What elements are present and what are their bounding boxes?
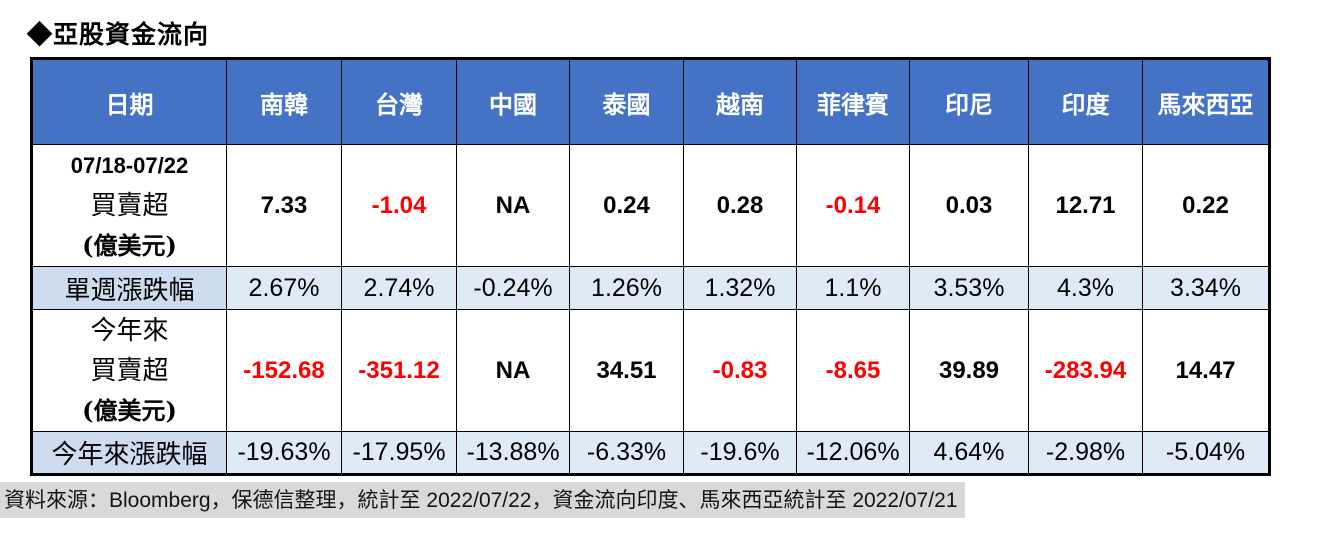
row-ytd-net-flow: 今年來 買賣超 (億美元) -152.68 -351.12 NA 34.51 -… [31,309,1270,432]
table-cell: -2.98% [1028,431,1143,475]
asia-fund-flow-table: 日期 南韓 台灣 中國 泰國 越南 菲律賓 印尼 印度 馬來西亞 07/18-0… [30,57,1271,476]
table-cell: -283.94 [1028,309,1143,432]
col-header-taiwan: 台灣 [341,58,457,145]
col-header-philippines: 菲律賓 [796,58,910,145]
col-header-malaysia: 馬來西亞 [1142,58,1270,145]
table-cell: -19.63% [226,431,342,475]
table-cell: 39.89 [909,309,1029,432]
table-cell: 0.28 [683,144,797,267]
col-header-india: 印度 [1028,58,1143,145]
table-cell: -1.04 [341,144,457,267]
table-cell: 4.3% [1028,266,1143,310]
row-label-line: 買賣超 [90,190,169,221]
table-cell: 3.53% [909,266,1029,310]
col-header-china: 中國 [456,58,570,145]
table-cell: NA [456,309,570,432]
table-cell: -8.65 [796,309,910,432]
table-cell: -5.04% [1142,431,1270,475]
table-cell: -0.83 [683,309,797,432]
table-cell: 2.74% [341,266,457,310]
table-cell: -19.6% [683,431,797,475]
row-label-ytd-net-flow: 今年來 買賣超 (億美元) [31,309,227,432]
row-label-line: 買賣超 [90,355,169,386]
table-cell: NA [456,144,570,267]
header-row: 日期 南韓 台灣 中國 泰國 越南 菲律賓 印尼 印度 馬來西亞 [31,58,1270,145]
table-cell: 14.47 [1142,309,1270,432]
table-cell: 1.1% [796,266,910,310]
row-week-change-pct: 單週漲跌幅 2.67% 2.74% -0.24% 1.26% 1.32% 1.1… [31,266,1270,310]
row-label-ytd-change-pct: 今年來漲跌幅 [31,431,227,475]
row-label-week-change-pct: 單週漲跌幅 [31,266,227,310]
table-cell: 0.03 [909,144,1029,267]
col-header-south-korea: 南韓 [226,58,342,145]
table-cell: 34.51 [569,309,684,432]
col-header-thailand: 泰國 [569,58,684,145]
table-cell: 4.64% [909,431,1029,475]
table-cell: -152.68 [226,309,342,432]
table-cell: 1.26% [569,266,684,310]
table-cell: -12.06% [796,431,910,475]
table-cell: -351.12 [341,309,457,432]
row-label-line: 07/18-07/22 [70,152,189,178]
table-cell: -6.33% [569,431,684,475]
row-label-week-net-flow: 07/18-07/22 買賣超 (億美元) [31,144,227,267]
table-cell: -17.95% [341,431,457,475]
table-cell: 7.33 [226,144,342,267]
source-note: 資料來源：Bloomberg，保德信整理，統計至 2022/07/22，資金流向… [0,482,966,518]
page-title: ◆亞股資金流向 [27,21,210,49]
row-label-line: 今年來 [90,315,169,346]
table-cell: 12.71 [1028,144,1143,267]
col-header-indonesia: 印尼 [909,58,1029,145]
table-cell: 3.34% [1142,266,1270,310]
table-cell: 0.24 [569,144,684,267]
table-cell: -0.24% [456,266,570,310]
col-header-vietnam: 越南 [683,58,797,145]
row-label-line: (億美元) [82,230,177,260]
table-cell: 1.32% [683,266,797,310]
table-cell: 0.22 [1142,144,1270,267]
row-label-line: (億美元) [82,395,177,425]
table-cell: -0.14 [796,144,910,267]
row-week-net-flow: 07/18-07/22 買賣超 (億美元) 7.33 -1.04 NA 0.24… [31,144,1270,267]
col-header-date: 日期 [31,58,227,145]
table-cell: 2.67% [226,266,342,310]
table-cell: -13.88% [456,431,570,475]
row-ytd-change-pct: 今年來漲跌幅 -19.63% -17.95% -13.88% -6.33% -1… [31,431,1270,475]
